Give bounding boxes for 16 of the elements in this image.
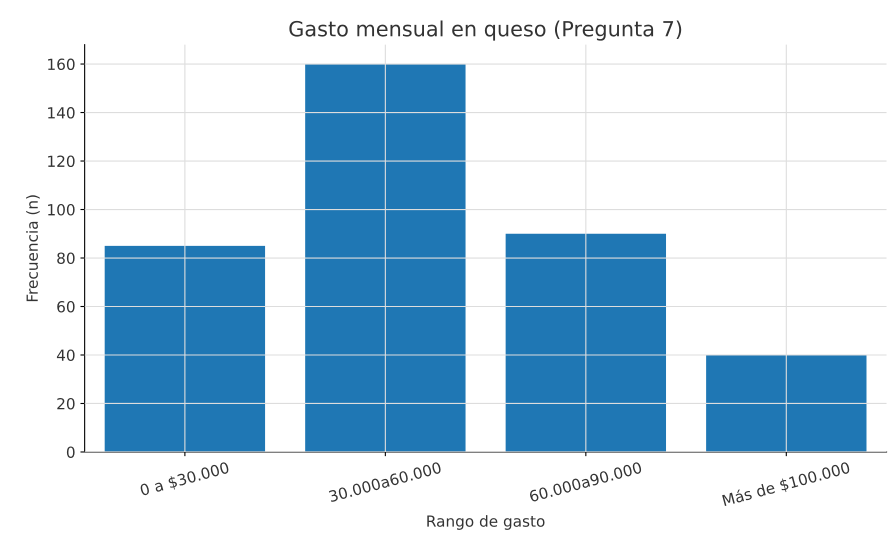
bar: [305, 64, 466, 452]
chart-title: Gasto mensual en queso (Pregunta 7): [289, 20, 682, 41]
y-tick-label: 60: [57, 300, 75, 313]
bar: [104, 246, 266, 452]
y-tick-label: 0: [66, 446, 75, 458]
y-tick-label: 100: [48, 204, 75, 216]
y-tick-label: 140: [48, 106, 75, 119]
bar: [506, 234, 666, 452]
y-tick-label: 40: [56, 349, 75, 362]
y-tick-label: 160: [48, 58, 75, 70]
y-tick-label: 20: [57, 398, 75, 410]
bar: [706, 354, 866, 452]
x-axis-title: Rango de gasto: [427, 515, 545, 530]
y-tick-label: 80: [57, 252, 75, 264]
y-axis-title: Frecuencia (n): [26, 195, 40, 302]
y-tick-label: 120: [48, 155, 75, 168]
